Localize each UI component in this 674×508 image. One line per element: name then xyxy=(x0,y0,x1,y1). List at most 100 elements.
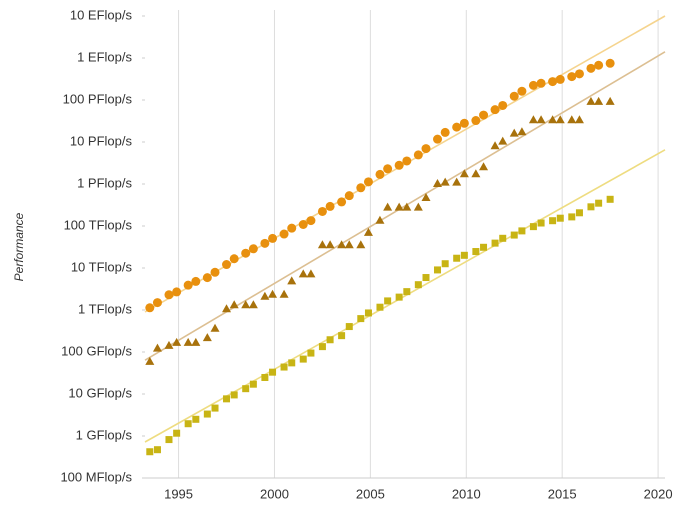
data-point xyxy=(261,373,269,381)
data-point xyxy=(375,169,385,179)
data-point xyxy=(280,363,288,371)
data-point xyxy=(152,343,162,352)
data-point xyxy=(574,69,584,79)
data-point xyxy=(414,281,422,289)
data-point xyxy=(536,115,546,124)
data-point xyxy=(152,298,162,308)
y-tick-label: 1 EFlop/s xyxy=(77,49,132,64)
data-point xyxy=(145,303,155,313)
data-point xyxy=(594,96,604,105)
y-tick-label: 100 TFlop/s xyxy=(64,217,133,232)
y-axis-label: Performance xyxy=(12,212,26,281)
data-point xyxy=(249,380,257,388)
data-point xyxy=(402,156,412,166)
data-point xyxy=(471,116,481,126)
data-point xyxy=(375,215,385,224)
data-point xyxy=(452,122,462,132)
data-point xyxy=(394,160,404,170)
data-point xyxy=(287,276,297,285)
data-point xyxy=(222,304,232,313)
data-point xyxy=(555,115,565,124)
data-point xyxy=(306,269,316,278)
data-point xyxy=(402,202,412,211)
data-point xyxy=(326,336,334,344)
data-point xyxy=(306,216,316,226)
data-point xyxy=(568,213,576,221)
data-point xyxy=(548,77,558,87)
data-point xyxy=(260,291,270,300)
data-point xyxy=(395,293,403,301)
data-point xyxy=(510,231,518,239)
data-point xyxy=(574,115,584,124)
trend-line xyxy=(144,149,666,443)
data-point xyxy=(509,91,519,101)
y-tick-label: 10 TFlop/s xyxy=(71,259,133,274)
data-point xyxy=(376,303,384,311)
data-point xyxy=(248,244,258,254)
data-point xyxy=(509,128,519,137)
data-point xyxy=(248,300,258,309)
data-point xyxy=(453,254,461,262)
data-point xyxy=(528,80,538,90)
data-point xyxy=(384,297,392,305)
data-point xyxy=(298,269,308,278)
data-point xyxy=(517,127,527,136)
data-point xyxy=(363,227,373,236)
data-point xyxy=(344,240,354,249)
data-point xyxy=(499,234,507,242)
data-point xyxy=(472,248,480,256)
data-point xyxy=(165,436,173,444)
y-tick-label: 10 EFlop/s xyxy=(70,7,133,22)
data-point xyxy=(287,223,297,233)
data-point xyxy=(229,300,239,309)
x-tick-label: 2000 xyxy=(260,486,289,501)
x-tick-label: 2020 xyxy=(644,486,673,501)
data-point xyxy=(364,309,372,317)
data-point xyxy=(459,169,469,178)
y-tick-label: 10 PFlop/s xyxy=(70,133,133,148)
data-point xyxy=(536,78,546,88)
data-point xyxy=(363,177,373,187)
x-tick-label: 2015 xyxy=(548,486,577,501)
data-point xyxy=(299,355,307,363)
data-point xyxy=(440,127,450,137)
data-point xyxy=(357,315,365,323)
data-point xyxy=(394,202,404,211)
data-point xyxy=(279,289,289,298)
data-point xyxy=(191,276,201,286)
data-point xyxy=(173,429,181,437)
data-point xyxy=(556,214,564,222)
data-point xyxy=(587,203,595,211)
data-point xyxy=(317,206,327,216)
data-point xyxy=(344,191,354,201)
data-point xyxy=(172,337,182,346)
data-point xyxy=(480,243,488,251)
x-tick-label: 2010 xyxy=(452,486,481,501)
data-point xyxy=(183,280,193,290)
data-point xyxy=(230,391,238,399)
data-point xyxy=(210,267,220,277)
y-tick-label: 1 PFlop/s xyxy=(77,175,132,190)
data-point xyxy=(422,274,430,282)
data-point xyxy=(383,164,393,174)
data-point xyxy=(528,115,538,124)
x-tick-label: 1995 xyxy=(164,486,193,501)
data-point xyxy=(229,254,239,264)
data-point xyxy=(595,199,603,207)
data-point xyxy=(549,217,557,225)
data-point xyxy=(268,289,278,298)
data-point xyxy=(307,349,315,357)
data-point xyxy=(325,201,335,211)
data-point xyxy=(586,63,596,73)
data-point xyxy=(518,227,526,235)
data-point xyxy=(260,238,270,248)
data-point xyxy=(222,260,232,270)
data-point xyxy=(567,115,577,124)
data-point xyxy=(153,446,161,454)
data-point xyxy=(345,323,353,331)
data-point xyxy=(317,240,327,249)
data-point xyxy=(490,105,500,115)
data-point xyxy=(184,420,192,428)
data-point xyxy=(479,110,489,120)
